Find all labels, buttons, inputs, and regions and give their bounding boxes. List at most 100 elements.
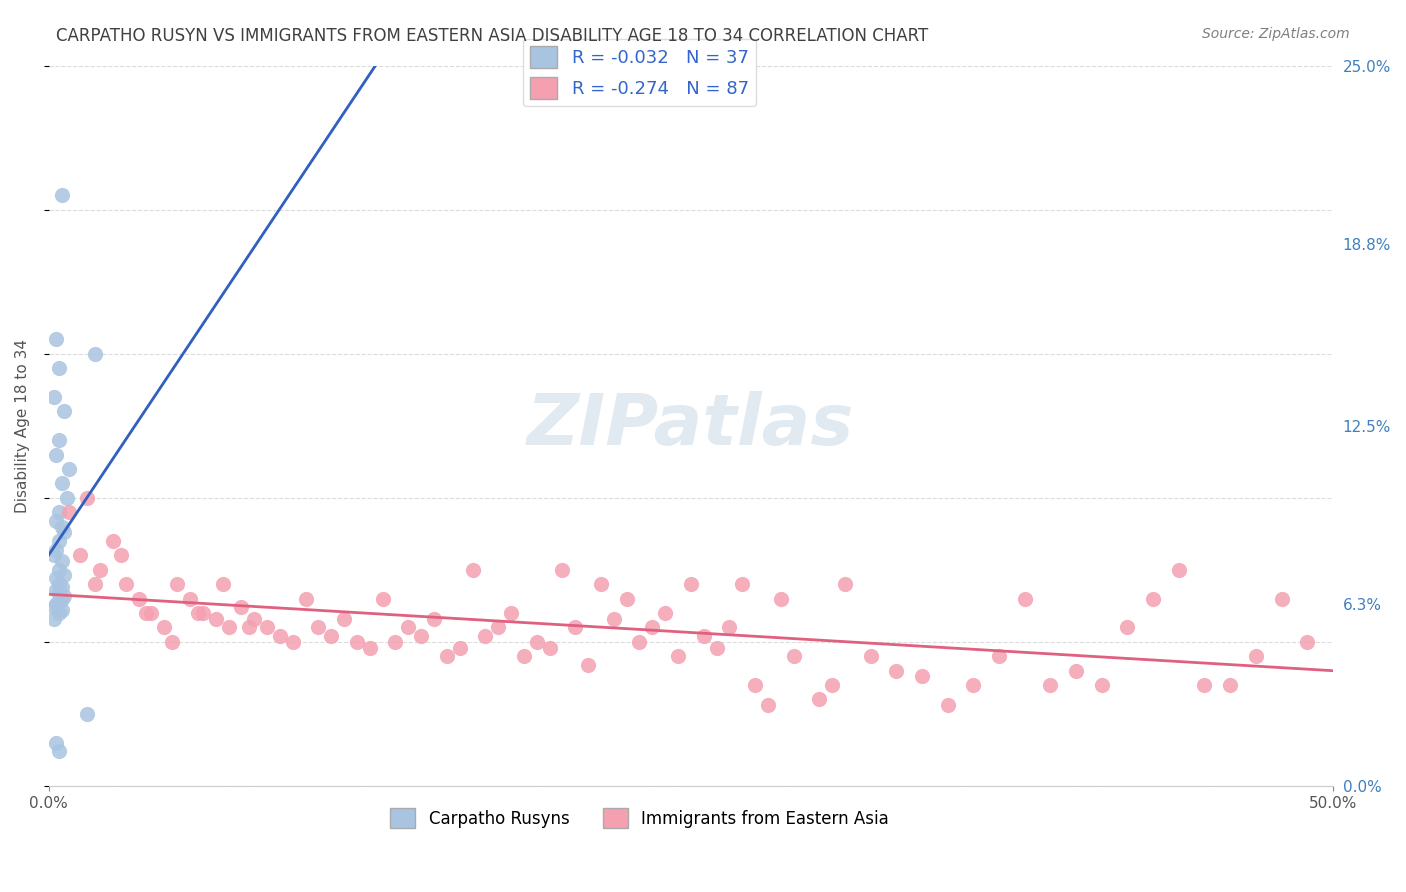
Point: [53, 589, 76, 603]
Point: [48, 744, 70, 758]
Point: [45, 735, 67, 749]
Point: [1244, 649, 1267, 664]
Legend: Carpatho Rusyns, Immigrants from Eastern Asia: Carpatho Rusyns, Immigrants from Eastern…: [384, 801, 896, 835]
Point: [359, 640, 381, 655]
Point: [962, 678, 984, 692]
Point: [513, 649, 536, 664]
Point: [53, 525, 76, 540]
Point: [423, 612, 446, 626]
Point: [58, 462, 80, 476]
Point: [179, 591, 201, 606]
Point: [256, 620, 278, 634]
Point: [45, 448, 67, 462]
Point: [666, 649, 689, 664]
Point: [1091, 678, 1114, 692]
Text: CARPATHO RUSYN VS IMMIGRANTS FROM EASTERN ASIA DISABILITY AGE 18 TO 34 CORRELATI: CARPATHO RUSYN VS IMMIGRANTS FROM EASTER…: [56, 27, 928, 45]
Point: [187, 606, 209, 620]
Point: [281, 634, 304, 648]
Point: [238, 620, 260, 634]
Point: [51, 580, 73, 594]
Point: [346, 634, 368, 648]
Point: [808, 692, 831, 706]
Point: [48, 577, 70, 591]
Point: [204, 612, 226, 626]
Point: [48, 563, 70, 577]
Point: [128, 591, 150, 606]
Point: [110, 549, 132, 563]
Point: [526, 634, 548, 648]
Point: [371, 591, 394, 606]
Point: [616, 591, 638, 606]
Point: [474, 629, 496, 643]
Point: [333, 612, 356, 626]
Point: [731, 577, 754, 591]
Point: [486, 620, 509, 634]
Point: [461, 563, 484, 577]
Point: [51, 554, 73, 568]
Point: [1194, 678, 1216, 692]
Point: [51, 591, 73, 606]
Point: [1296, 634, 1319, 648]
Point: [641, 620, 664, 634]
Point: [51, 476, 73, 491]
Point: [51, 519, 73, 533]
Point: [744, 678, 766, 692]
Point: [89, 563, 111, 577]
Point: [48, 361, 70, 376]
Point: [141, 606, 163, 620]
Point: [551, 563, 574, 577]
Point: [603, 612, 626, 626]
Point: [51, 603, 73, 617]
Point: [42, 549, 65, 563]
Point: [884, 664, 907, 678]
Point: [48, 606, 70, 620]
Point: [679, 577, 702, 591]
Point: [654, 606, 676, 620]
Point: [45, 582, 67, 597]
Point: [135, 606, 157, 620]
Point: [988, 649, 1011, 664]
Point: [821, 678, 844, 692]
Point: [48, 594, 70, 608]
Point: [45, 597, 67, 611]
Point: [589, 577, 612, 591]
Text: Source: ZipAtlas.com: Source: ZipAtlas.com: [1202, 27, 1350, 41]
Point: [42, 390, 65, 404]
Point: [564, 620, 586, 634]
Point: [45, 332, 67, 346]
Point: [243, 612, 266, 626]
Point: [269, 629, 291, 643]
Point: [53, 568, 76, 582]
Point: [218, 620, 240, 634]
Point: [692, 629, 714, 643]
Point: [55, 491, 77, 505]
Point: [42, 612, 65, 626]
Point: [48, 533, 70, 548]
Point: [1167, 563, 1189, 577]
Point: [191, 606, 214, 620]
Point: [859, 649, 882, 664]
Point: [936, 698, 959, 712]
Y-axis label: Disability Age 18 to 34: Disability Age 18 to 34: [15, 339, 30, 513]
Point: [1270, 591, 1292, 606]
Point: [307, 620, 329, 634]
Point: [84, 577, 107, 591]
Point: [576, 657, 599, 672]
Point: [48, 586, 70, 600]
Point: [756, 698, 779, 712]
Point: [294, 591, 316, 606]
Point: [1142, 591, 1164, 606]
Point: [499, 606, 522, 620]
Point: [166, 577, 188, 591]
Point: [706, 640, 728, 655]
Point: [1219, 678, 1241, 692]
Point: [45, 514, 67, 528]
Point: [1064, 664, 1087, 678]
Point: [76, 491, 98, 505]
Point: [411, 629, 433, 643]
Point: [84, 346, 107, 360]
Point: [718, 620, 741, 634]
Point: [1116, 620, 1139, 634]
Point: [396, 620, 419, 634]
Point: [782, 649, 804, 664]
